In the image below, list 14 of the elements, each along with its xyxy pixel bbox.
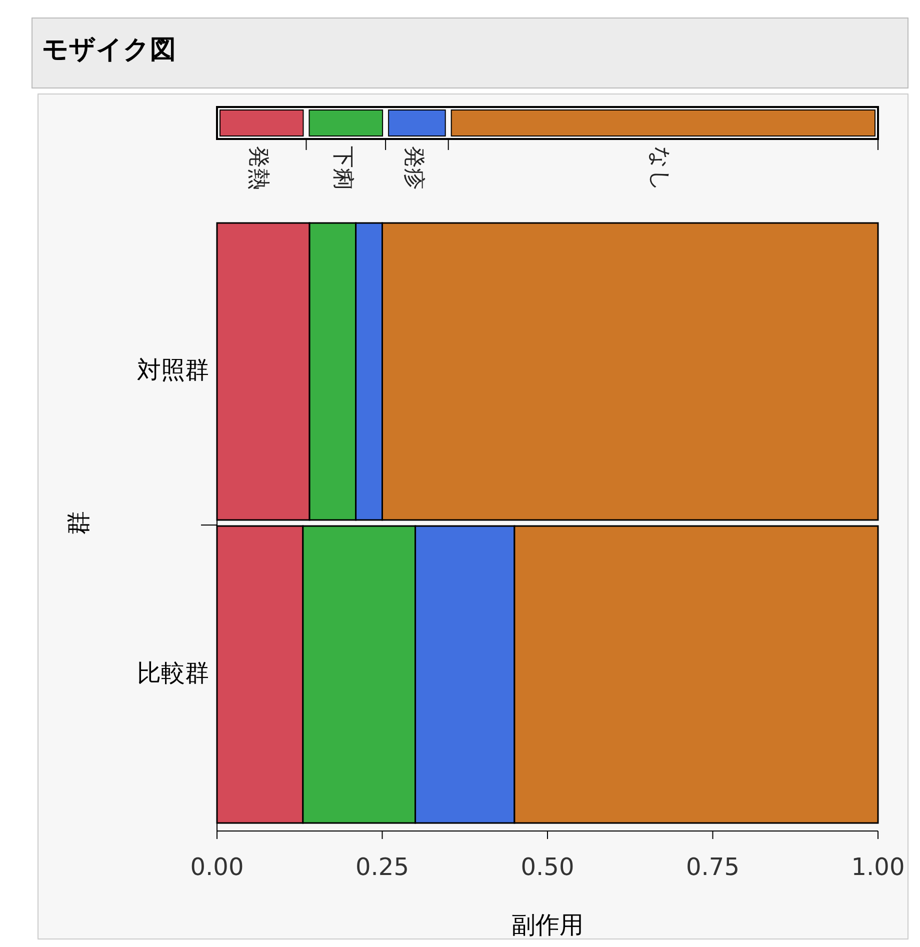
- y-tick-label: 比較群: [137, 659, 209, 688]
- x-tick-label: 0.00: [190, 853, 244, 881]
- legend-label: 発疹: [400, 146, 426, 190]
- x-axis-title: 副作用: [512, 911, 584, 939]
- text: なし: [647, 146, 672, 192]
- y-axis-title: 群: [64, 511, 93, 535]
- legend-label: 発熱: [246, 146, 271, 190]
- y-tick-label: 対照群: [137, 356, 209, 384]
- x-tick-label: 0.25: [356, 853, 409, 881]
- chart-title: モザイク図: [42, 35, 176, 65]
- x-tick-label: 1.00: [851, 853, 905, 881]
- x-tick-label: 0.75: [686, 853, 740, 881]
- legend-label: 下痢: [330, 146, 355, 190]
- x-tick-label: 0.50: [520, 853, 574, 881]
